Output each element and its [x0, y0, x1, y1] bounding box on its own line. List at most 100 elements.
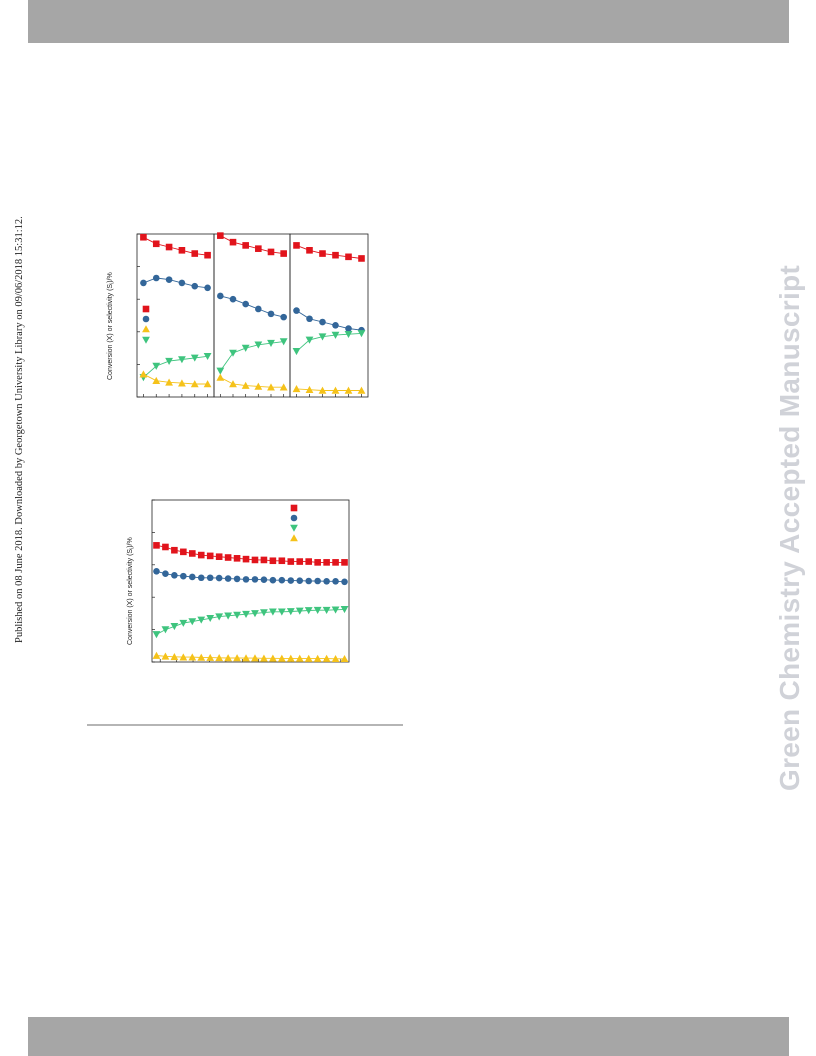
legend-marker-f2-1 [290, 514, 298, 522]
data-point-f1p0-blue-3 [178, 279, 186, 287]
series-line-f2-yellow [156, 655, 345, 660]
data-point-f2-green-7 [215, 613, 224, 621]
data-point-f1p1-red-0 [217, 232, 224, 239]
data-point-f1p1-green-0 [216, 367, 225, 375]
data-point-f1p0-yellow-2 [165, 378, 173, 386]
data-point-f2-green-4 [188, 618, 197, 626]
figure-1-ylabel: Conversion (X) or selectivity (Si)/% [107, 272, 116, 380]
series-line-f1p1-yellow [220, 377, 284, 388]
legend-marker-f2-3 [290, 534, 298, 542]
header-bar [28, 0, 789, 43]
data-point-f2-yellow-21 [340, 654, 349, 663]
data-point-f2-green-12 [260, 609, 268, 617]
data-point-f2-red-3 [180, 548, 187, 556]
data-point-f1p2-red-2 [319, 250, 326, 257]
data-point-f1p2-red-3 [332, 251, 339, 259]
data-point-f2-green-17 [304, 607, 313, 615]
panel-frame-f1p2 [289, 233, 369, 398]
series-line-f2-red [156, 544, 345, 563]
data-point-f2-yellow-7 [215, 653, 224, 662]
data-point-f2-green-20 [331, 606, 340, 614]
data-point-f2-red-18 [314, 559, 321, 566]
data-point-f1p0-blue-1 [152, 274, 160, 282]
data-point-f1p0-yellow-3 [178, 379, 186, 387]
data-point-f1p0-yellow-0 [139, 370, 148, 378]
data-point-f1p0-green-5 [203, 352, 212, 361]
data-point-f1p0-yellow-5 [203, 380, 212, 388]
data-point-f2-green-14 [277, 608, 286, 616]
data-point-f2-blue-11 [251, 576, 259, 583]
data-point-f1p1-red-4 [267, 248, 275, 256]
data-point-f2-red-2 [171, 546, 178, 554]
data-point-f2-yellow-13 [268, 654, 277, 662]
data-point-f2-blue-8 [224, 575, 232, 582]
data-point-f1p1-blue-4 [267, 310, 275, 318]
data-point-f2-blue-1 [162, 570, 169, 578]
data-point-f1p1-blue-2 [242, 300, 249, 308]
legend-marker-f1-2 [142, 325, 150, 333]
data-point-f2-green-11 [251, 610, 259, 618]
data-point-f2-red-19 [323, 559, 330, 566]
data-point-f1p1-green-1 [229, 349, 237, 357]
data-point-f2-red-0 [153, 542, 160, 549]
data-point-f2-green-0 [152, 631, 161, 639]
data-point-f2-green-21 [340, 606, 349, 614]
data-point-f2-yellow-3 [179, 653, 188, 661]
data-point-f2-yellow-17 [304, 654, 313, 662]
data-point-f2-yellow-1 [161, 652, 170, 660]
data-point-f2-yellow-6 [206, 653, 215, 661]
data-point-f2-yellow-20 [331, 654, 340, 663]
data-point-f1p2-red-5 [358, 255, 365, 262]
data-point-f2-green-19 [322, 606, 331, 614]
data-point-f1p1-green-5 [279, 338, 288, 346]
data-point-f1p2-green-4 [344, 330, 353, 339]
data-point-f2-red-11 [251, 556, 259, 564]
legend-marker-f1-1 [142, 315, 150, 323]
data-point-f1p1-yellow-5 [279, 383, 288, 391]
data-point-f1p1-green-3 [254, 341, 263, 349]
data-point-f1p0-green-1 [152, 362, 161, 370]
data-point-f2-green-10 [242, 610, 250, 619]
data-point-f2-red-12 [260, 556, 268, 564]
data-point-f2-red-1 [162, 543, 169, 551]
data-point-f1p1-green-4 [267, 339, 275, 348]
data-point-f1p1-blue-1 [229, 295, 237, 303]
data-point-f2-green-8 [224, 612, 233, 620]
data-point-f2-yellow-19 [322, 654, 331, 662]
data-point-f2-blue-4 [188, 573, 196, 581]
series-line-f2-blue [156, 570, 345, 583]
data-point-f2-blue-3 [180, 572, 187, 580]
series-line-f2-green [156, 608, 345, 635]
data-point-f1p1-red-2 [242, 242, 249, 249]
data-point-f2-red-6 [206, 552, 214, 560]
data-point-f2-green-18 [313, 606, 322, 614]
data-point-f2-red-5 [197, 551, 205, 559]
data-point-f2-green-3 [179, 619, 188, 627]
data-point-f2-green-16 [295, 607, 304, 615]
data-point-f2-red-16 [296, 558, 304, 565]
data-point-f2-green-6 [206, 614, 215, 623]
data-point-f2-red-10 [242, 555, 250, 563]
data-point-f1p1-blue-0 [217, 292, 224, 300]
data-point-f2-yellow-9 [233, 654, 241, 662]
legend-marker-f1-0 [142, 305, 150, 313]
legend-marker-f1-3 [142, 336, 150, 344]
data-point-f2-green-13 [268, 608, 277, 616]
data-point-f2-red-4 [188, 550, 196, 557]
data-point-f2-blue-2 [171, 572, 178, 579]
data-point-f1p1-yellow-0 [216, 373, 225, 381]
section-divider [87, 724, 403, 726]
data-point-f2-yellow-14 [277, 654, 286, 662]
data-point-f1p1-yellow-1 [229, 380, 237, 388]
series-line-f1p0-yellow [143, 373, 208, 385]
data-point-f2-red-9 [233, 555, 241, 562]
legend-marker-f2-2 [290, 524, 298, 532]
data-point-f1p0-red-1 [152, 240, 160, 248]
series-line-f1p2-yellow [296, 388, 362, 391]
data-point-f1p2-blue-0 [293, 307, 300, 314]
data-point-f2-yellow-10 [242, 654, 250, 662]
data-point-f1p2-green-3 [331, 331, 340, 339]
panel-frame-f2 [151, 499, 350, 663]
data-point-f2-yellow-11 [251, 654, 259, 662]
